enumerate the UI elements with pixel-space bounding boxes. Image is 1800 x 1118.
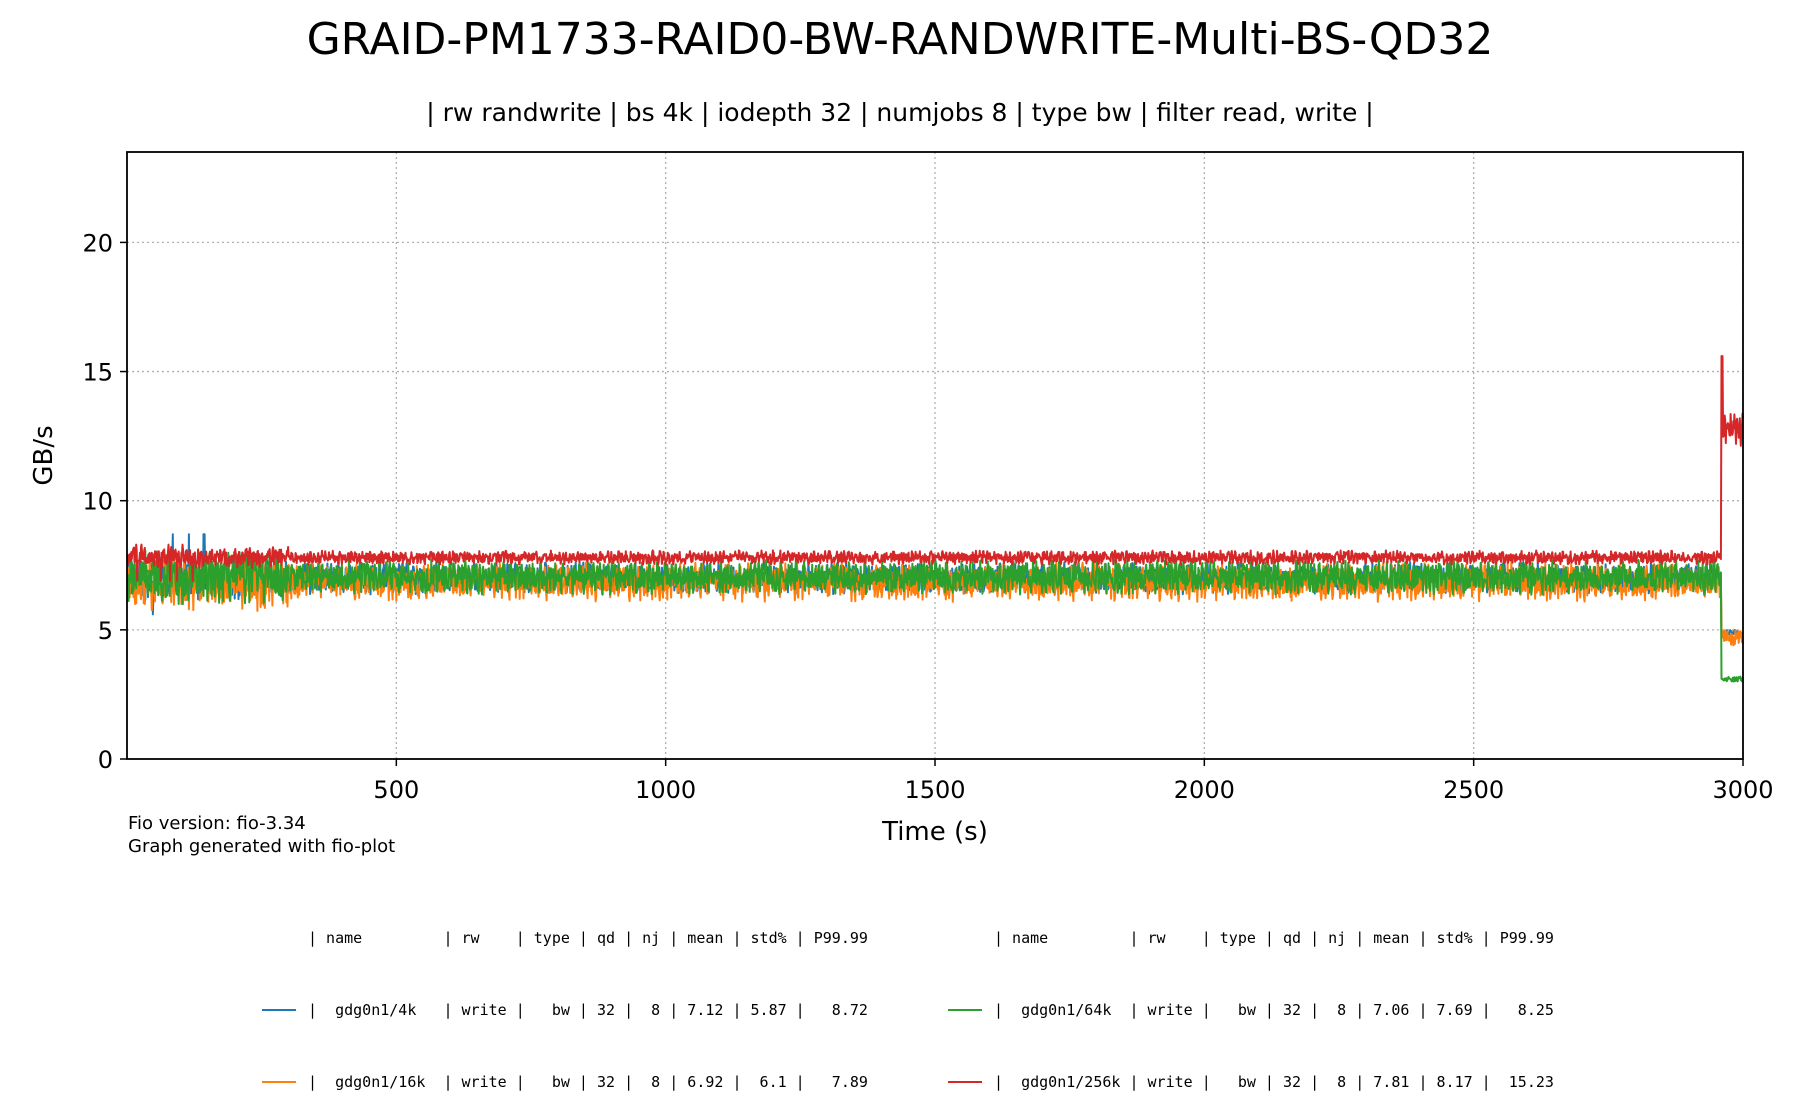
legend-entry-text: | gdg0n1/64k | write | bw | 32 | 8 | 7.0…	[994, 1001, 1554, 1019]
fio-version-text: Fio version: fio-3.34	[128, 813, 306, 834]
x-tick-label: 1000	[635, 776, 696, 804]
y-axis-label: GB/s	[29, 425, 59, 485]
legend-swatch-16k	[262, 1081, 296, 1083]
legend-header: | name | rw | type | qd | nj | mean | st…	[262, 926, 868, 950]
x-tick-label: 2500	[1443, 776, 1504, 804]
legend-swatch-64k	[948, 1009, 982, 1011]
axis-ticks: 500 1000 1500 2000 2500 3000 0 5 10 15 20	[82, 229, 1773, 804]
chart-footer: Fio version: fio-3.34 Graph generated wi…	[128, 812, 395, 858]
legend-entry: | gdg0n1/4k | write | bw | 32 | 8 | 7.12…	[262, 998, 868, 1022]
y-tick-label: 5	[98, 617, 113, 645]
legend-entry-text: | gdg0n1/4k | write | bw | 32 | 8 | 7.12…	[308, 1001, 868, 1019]
legend-header-text: | name | rw | type | qd | nj | mean | st…	[994, 929, 1554, 947]
x-tick-label: 500	[373, 776, 419, 804]
x-tick-label: 2000	[1174, 776, 1235, 804]
legend-swatch-256k	[948, 1081, 982, 1083]
chart-title: GRAID-PM1733-RAID0-BW-RANDWRITE-Multi-BS…	[306, 14, 1494, 65]
legend-header: | name | rw | type | qd | nj | mean | st…	[948, 926, 1554, 950]
y-tick-label: 0	[98, 746, 113, 774]
y-tick-label: 20	[82, 229, 113, 257]
y-tick-label: 10	[82, 488, 113, 516]
series-line-gdg0n1-256k	[126, 355, 1744, 582]
legend-entry-text: | gdg0n1/256k | write | bw | 32 | 8 | 7.…	[994, 1073, 1554, 1091]
x-axis-label: Time (s)	[881, 817, 988, 847]
x-tick-label: 1500	[904, 776, 965, 804]
legend-entry: | gdg0n1/64k | write | bw | 32 | 8 | 7.0…	[948, 998, 1554, 1022]
chart-subtitle: | rw randwrite | bs 4k | iodepth 32 | nu…	[426, 98, 1374, 127]
legend-right: | name | rw | type | qd | nj | mean | st…	[948, 878, 1554, 1118]
fio-plot-credit: Graph generated with fio-plot	[128, 836, 396, 857]
series-line-gdg0n1-64k	[126, 549, 1744, 683]
x-tick-label: 3000	[1712, 776, 1773, 804]
line-chart: 500 1000 1500 2000 2500 3000 0 5 10 15 20 Time (s)…	[29, 151, 1774, 847]
series-lines	[126, 355, 1744, 683]
legend-entry: | gdg0n1/16k | write | bw | 32 | 8 | 6.9…	[262, 1070, 868, 1094]
legend-header-text: | name | rw | type | qd | nj | mean | st…	[308, 929, 868, 947]
y-tick-label: 15	[82, 359, 113, 387]
grid-lines	[127, 152, 1744, 759]
legend-swatch-4k	[262, 1009, 296, 1011]
legend-entry-text: | gdg0n1/16k | write | bw | 32 | 8 | 6.9…	[308, 1073, 868, 1091]
legend-left: | name | rw | type | qd | nj | mean | st…	[262, 878, 868, 1118]
legend-entry: | gdg0n1/256k | write | bw | 32 | 8 | 7.…	[948, 1070, 1554, 1094]
